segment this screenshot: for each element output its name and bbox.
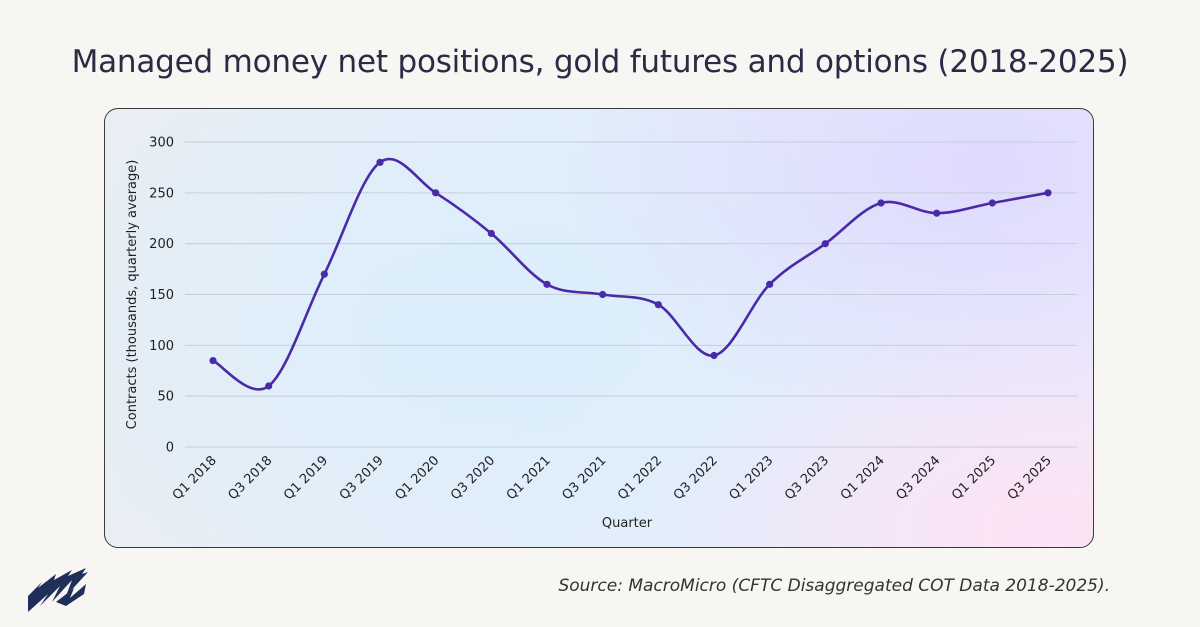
data-point-q3-2018 [265,382,273,390]
gridlines [185,141,1077,448]
series-line-0 [211,157,1050,391]
y-tick-label-200: 200 [149,237,174,252]
data-point-q1-2020 [432,189,440,197]
y-axis-title: Contracts (thousands, quarterly average) [125,160,140,430]
x-axis-ticks: Q1 2018 Q3 2018 Q1 2019 Q3 2019 Q1 2020 Q3 20… [170,453,1055,503]
x-tick-label-q1-2018: Q1 2018 [170,453,220,503]
data-point-q1-2023 [766,280,774,288]
y-tick-label-150: 150 [149,288,174,303]
y-tick-label-300: 300 [149,136,174,151]
data-point-q1-2025 [988,199,996,207]
data-point-q3-2024 [933,209,941,217]
source-note: Source: MacroMicro (CFTC Disaggregated C… [558,576,1110,596]
data-point-q3-2023 [821,240,829,248]
y-tick-label-50: 50 [157,390,174,405]
data-point-q3-2022 [710,351,718,360]
data-point-q1-2022 [654,301,662,309]
x-tick-label-q3-2022: Q3 2022 [671,453,721,503]
data-point-q3-2020 [487,229,495,238]
x-tick-label-q3-2019: Q3 2019 [337,453,387,503]
x-tick-label-q3-2025: Q3 2025 [1005,453,1055,503]
point-layer [209,158,1052,390]
chart-title: Managed money net positions, gold future… [71,44,1129,80]
x-tick-label-q1-2022: Q1 2022 [615,453,665,503]
y-tick-label-100: 100 [149,339,174,354]
y-axis-ticks: 0 50 100 150 200 250 300 [149,136,174,456]
macromicro-logo-icon [26,566,92,619]
x-tick-label-q3-2024: Q3 2024 [893,453,943,503]
x-tick-label-q1-2025: Q1 2025 [949,453,999,503]
x-tick-label-q1-2021: Q1 2021 [504,453,554,503]
line-chart: 0 50 100 150 200 250 300 Q1 2018 Q3 2018 Q1 2019… [125,136,1077,531]
y-tick-label-250: 250 [149,186,174,201]
x-tick-label-q3-2023: Q3 2023 [782,453,832,503]
data-point-q1-2018 [209,356,217,365]
data-point-q1-2021 [543,280,551,288]
data-point-q3-2025 [1044,189,1052,197]
series-layer [211,157,1050,391]
data-point-q3-2019 [376,158,384,166]
x-tick-label-q1-2019: Q1 2019 [281,453,331,503]
x-tick-label-q1-2024: Q1 2024 [838,453,888,503]
x-tick-label-q3-2020: Q3 2020 [448,453,498,503]
x-tick-label-q1-2020: Q1 2020 [392,453,442,503]
x-tick-label-q1-2023: Q1 2023 [726,453,776,503]
x-tick-label-q3-2021: Q3 2021 [559,453,609,503]
y-tick-label-0: 0 [166,441,174,456]
data-point-q1-2024 [877,199,885,207]
chart-panel: 0 50 100 150 200 250 300 Q1 2018 Q3 2018 Q1 2019… [104,108,1094,548]
x-axis-title: Quarter [602,516,653,531]
data-point-q1-2019 [320,270,328,278]
x-tick-label-q3-2018: Q3 2018 [225,453,275,503]
data-point-q3-2021 [599,290,607,299]
